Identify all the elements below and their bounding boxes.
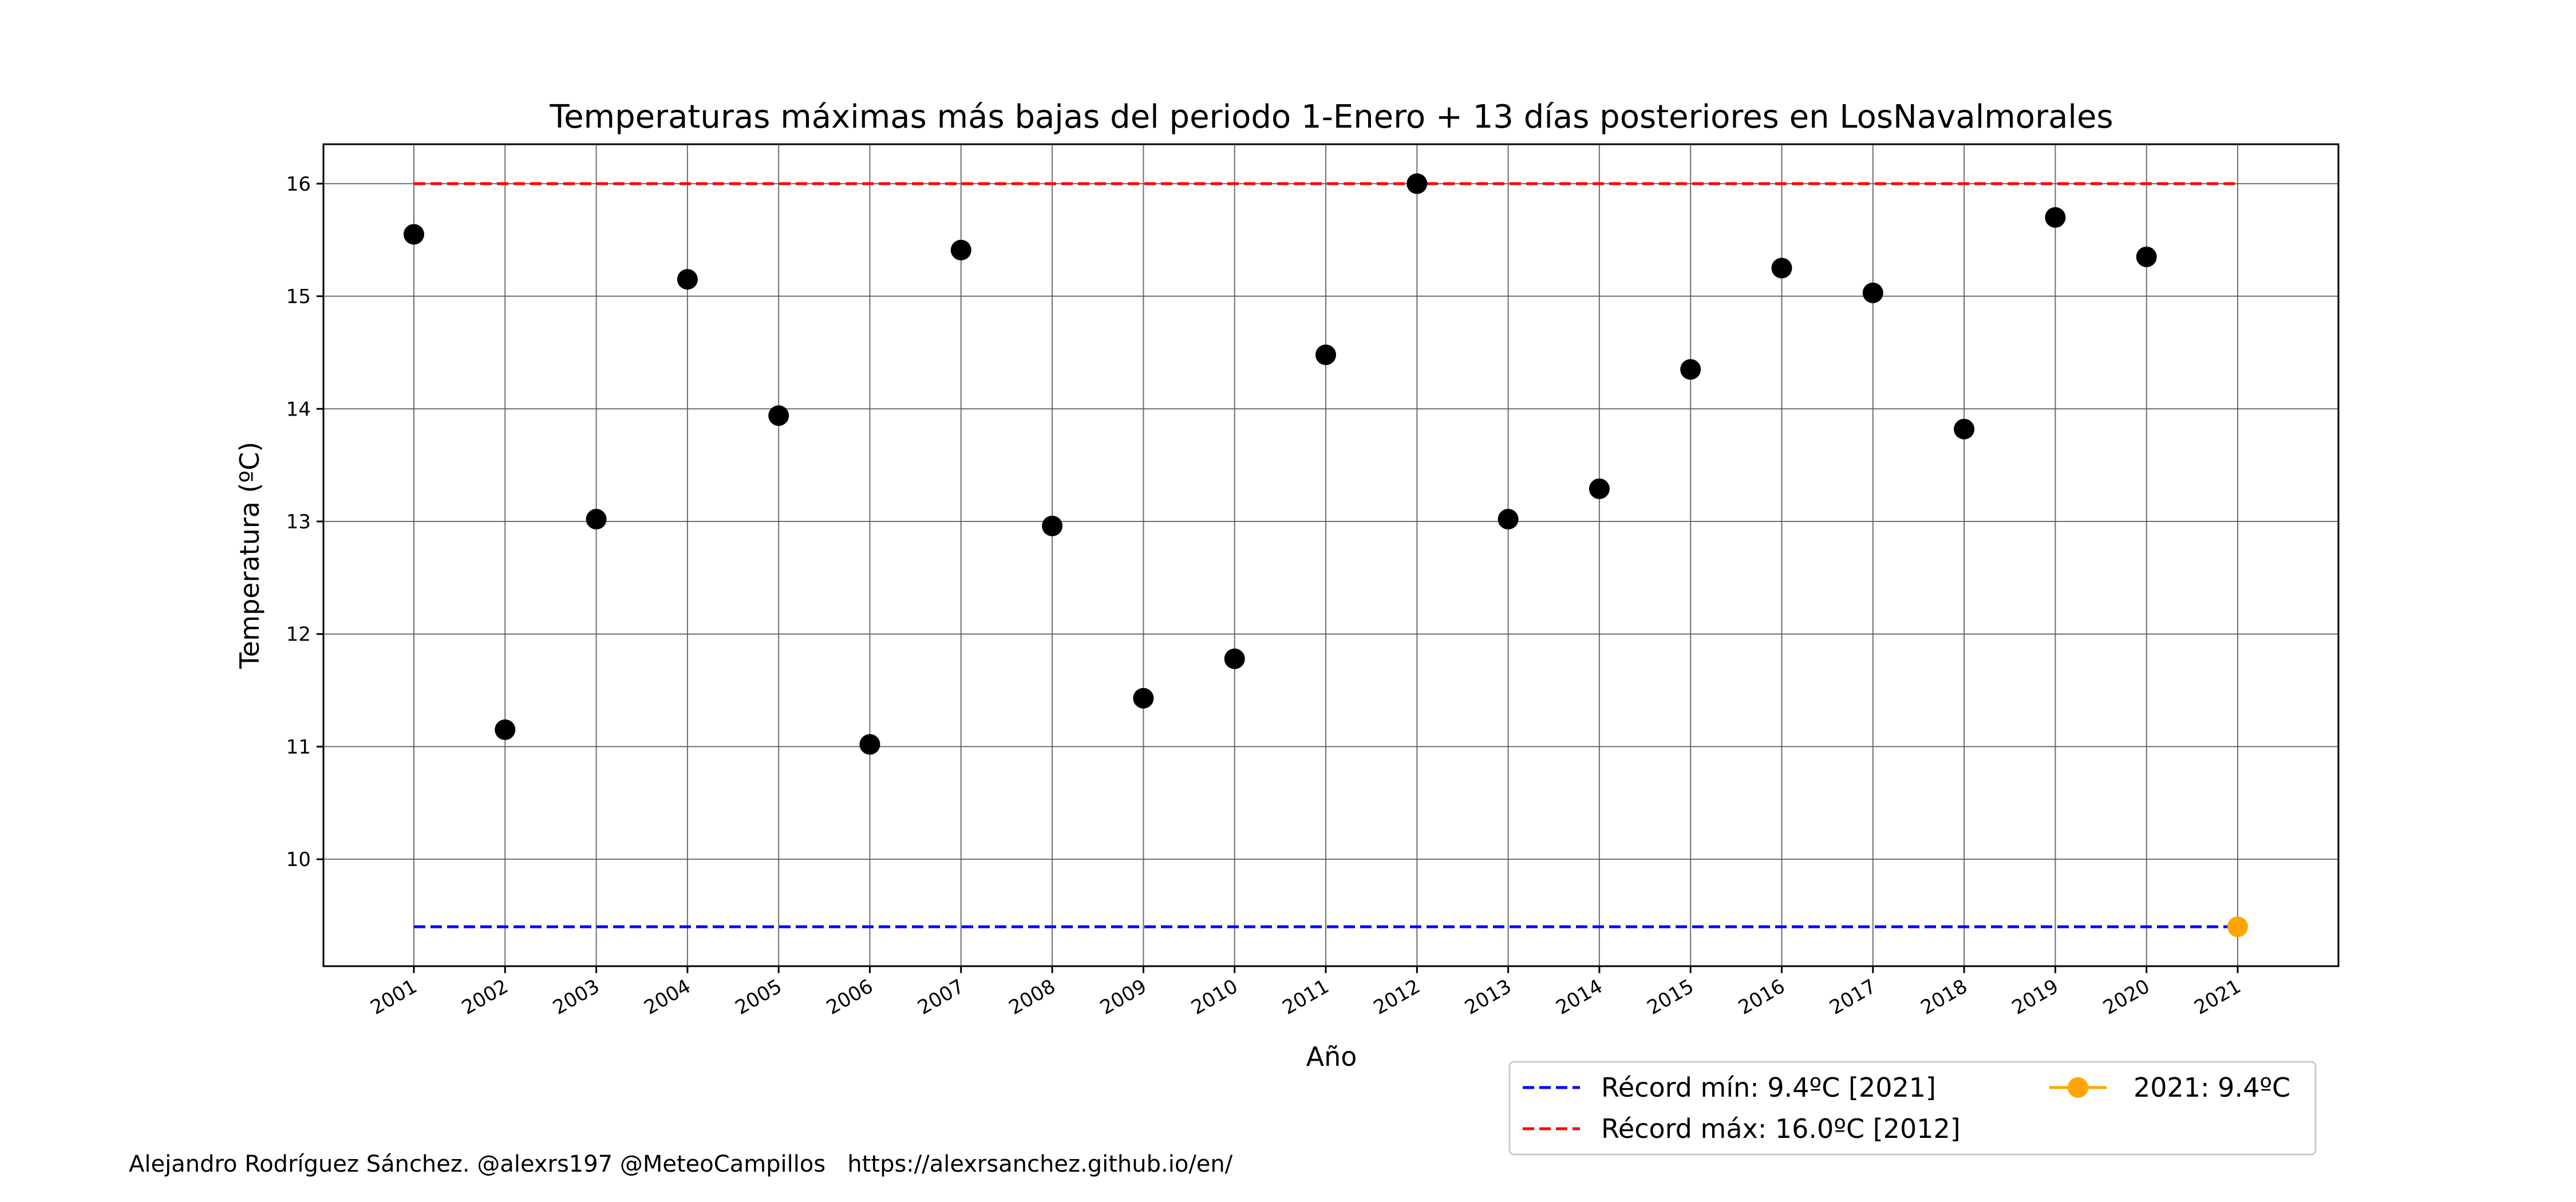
y-axis-ticks: 10 11 12 13 14 15 16 bbox=[286, 173, 323, 871]
legend-box bbox=[1508, 1061, 2317, 1156]
reference-lines bbox=[414, 182, 2238, 928]
y-tick-label: 12 bbox=[286, 623, 311, 646]
data-point bbox=[2045, 207, 2066, 228]
data-point bbox=[1589, 478, 1610, 499]
x-axis-label: Año bbox=[1306, 1041, 1357, 1072]
y-tick-label: 15 bbox=[286, 286, 311, 309]
legend-record-max-label: Récord máx: 16.0ºC [2012] bbox=[1601, 1113, 1961, 1144]
y-tick-label: 11 bbox=[286, 736, 311, 758]
plot-frame bbox=[322, 143, 2340, 967]
legend: Récord mín: 9.4ºC [2021] Récord máx: 16.… bbox=[1508, 1061, 2317, 1156]
data-points bbox=[404, 173, 2248, 938]
data-point bbox=[1224, 648, 1245, 669]
y-tick-label: 14 bbox=[286, 398, 311, 421]
y-tick-label: 10 bbox=[286, 848, 311, 871]
data-point bbox=[1042, 515, 1063, 536]
data-point bbox=[1954, 418, 1975, 440]
data-point bbox=[1680, 359, 1701, 380]
y-tick-label: 16 bbox=[286, 173, 311, 196]
current-year-point bbox=[2227, 916, 2248, 938]
grid bbox=[323, 144, 2338, 966]
data-point bbox=[1862, 282, 1883, 303]
data-point bbox=[495, 719, 516, 740]
data-point bbox=[1498, 509, 1519, 530]
credit-text: Alejandro Rodríguez Sánchez. @alexrs197 … bbox=[129, 1151, 1233, 1177]
data-point bbox=[1406, 173, 1428, 194]
data-point bbox=[768, 405, 789, 426]
data-point bbox=[859, 734, 880, 755]
data-point bbox=[677, 269, 698, 290]
y-tick-label: 13 bbox=[286, 511, 311, 533]
data-point bbox=[586, 509, 607, 530]
data-point bbox=[1133, 687, 1154, 709]
data-point bbox=[950, 239, 971, 260]
data-point bbox=[1315, 344, 1336, 365]
y-axis-label: Temperatura (ºC) bbox=[234, 442, 265, 670]
chart-title: Temperaturas máximas más bajas del perio… bbox=[549, 98, 2113, 136]
data-point bbox=[2136, 246, 2157, 267]
legend-record-min-label: Récord mín: 9.4ºC [2021] bbox=[1601, 1072, 1936, 1103]
data-point bbox=[1771, 258, 1792, 279]
legend-current-year-label: 2021: 9.4ºC bbox=[2134, 1072, 2290, 1103]
data-point bbox=[404, 224, 424, 245]
legend-current-year-marker bbox=[2068, 1077, 2088, 1098]
